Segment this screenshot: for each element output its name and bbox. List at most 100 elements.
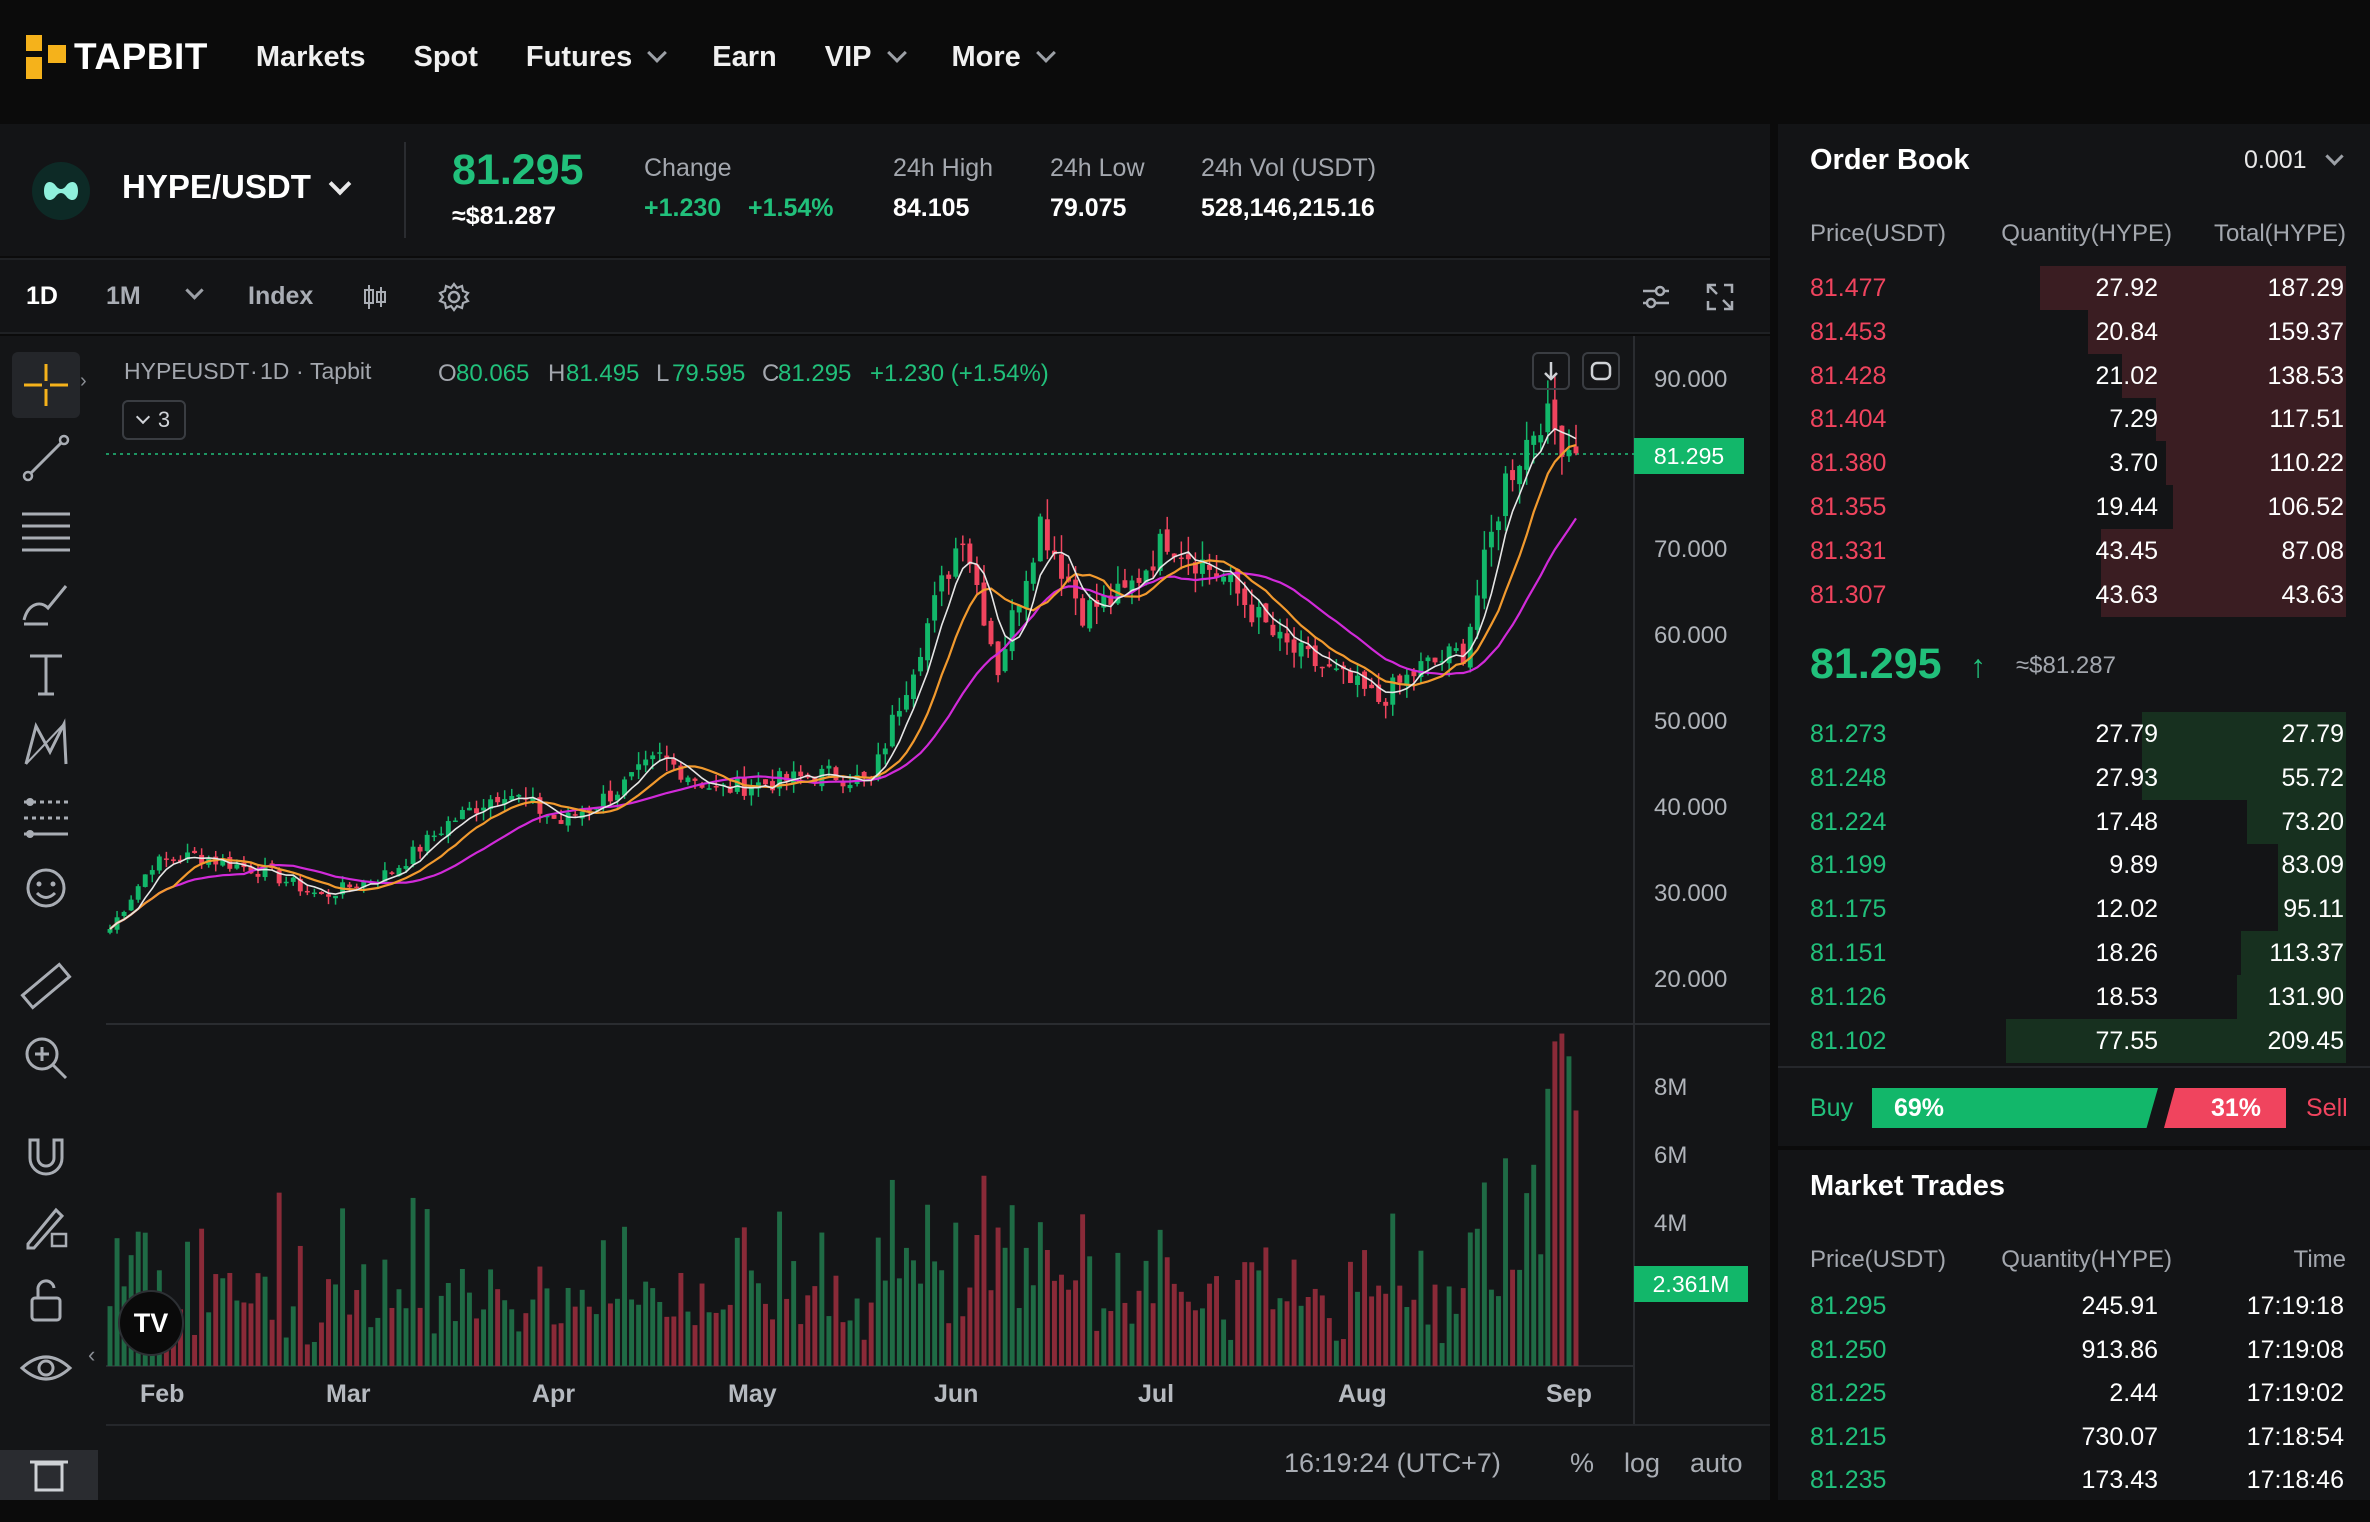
trade-row: 81.225 2.44 17:19:02	[1778, 1379, 2370, 1423]
volume-bar	[326, 1279, 331, 1366]
trade-price: 81.225	[1810, 1379, 1887, 1407]
bid-row[interactable]: 81.126 18.53 131.90	[1778, 974, 2370, 1019]
nav-markets[interactable]: Markets	[255, 40, 366, 73]
crosshair-tool-active[interactable]	[12, 352, 80, 418]
precision-select[interactable]: 0.001	[2244, 146, 2307, 174]
ask-total: 159.37	[2267, 317, 2344, 346]
trash-tool[interactable]	[0, 1450, 98, 1500]
ask-row[interactable]: 81.355 19.44 106.52	[1778, 485, 2370, 529]
bid-quantity: 18.26	[2095, 939, 2158, 967]
volume-bar	[1545, 1088, 1551, 1366]
volume-bar	[227, 1272, 233, 1366]
volume-bar	[685, 1311, 691, 1366]
ruler-icon[interactable]	[18, 958, 74, 1014]
volume-bar	[847, 1320, 853, 1366]
arrow-up-icon: ↑	[1970, 648, 1986, 684]
nav-futures[interactable]: Futures	[526, 41, 668, 74]
bid-row[interactable]: 81.151 18.26 113.37	[1778, 931, 2370, 975]
log-scale-button[interactable]: log	[1624, 1448, 1661, 1478]
candle	[1305, 636, 1311, 658]
tradingview-logo-icon[interactable]: TV	[118, 1290, 184, 1356]
candle	[163, 851, 169, 868]
pair-selector[interactable]: HYPE/USDT	[122, 168, 311, 205]
interval-1d[interactable]: 1D	[26, 282, 58, 310]
ask-row[interactable]: 81.404 7.29 117.51	[1778, 397, 2370, 442]
ask-row[interactable]: 81.307 43.63 43.63	[1778, 572, 2370, 617]
volume-bar	[1073, 1280, 1079, 1366]
auto-scale-button[interactable]: auto	[1690, 1448, 1743, 1478]
volume-bar	[840, 1322, 846, 1366]
bid-row[interactable]: 81.273 27.79 27.79	[1778, 712, 2370, 756]
sliders-icon[interactable]	[1640, 282, 1672, 312]
nav-more[interactable]: More	[952, 41, 1056, 74]
download-button[interactable]	[1532, 352, 1570, 390]
index-button[interactable]: Index	[248, 282, 314, 310]
lock-drawing-icon[interactable]	[18, 1200, 74, 1256]
unlock-icon[interactable]	[18, 1272, 74, 1328]
nav-vip[interactable]: VIP	[825, 41, 907, 74]
volume-bar	[544, 1288, 550, 1366]
ask-row[interactable]: 81.331 43.45 87.08	[1778, 528, 2370, 573]
candle	[918, 647, 923, 676]
candlestick-chart[interactable]	[0, 336, 1770, 1500]
bid-row[interactable]: 81.199 9.89 83.09	[1778, 843, 2370, 888]
bid-row[interactable]: 81.102 77.55 209.45	[1778, 1018, 2370, 1063]
change-abs: +1.230	[644, 194, 722, 222]
reset-view-button[interactable]	[1582, 352, 1620, 390]
bid-quantity: 17.48	[2095, 807, 2158, 836]
bid-row[interactable]: 81.224 17.48 73.20	[1778, 799, 2370, 844]
change-pct: +1.54%	[748, 194, 834, 222]
zoom-in-icon[interactable]	[18, 1030, 74, 1086]
ask-row[interactable]: 81.380 3.70 110.22	[1778, 441, 2370, 486]
trade-time: 17:18:46	[2246, 1466, 2344, 1494]
volume-bar	[1460, 1288, 1466, 1366]
volume-bar	[213, 1274, 219, 1366]
fullscreen-icon[interactable]	[1704, 281, 1736, 313]
emoji-icon[interactable]	[18, 860, 74, 916]
volume-bar	[1192, 1310, 1198, 1366]
candle	[1087, 593, 1093, 632]
candle	[107, 924, 113, 935]
ask-row[interactable]: 81.453 20.84 159.37	[1778, 309, 2370, 354]
text-tool-icon[interactable]	[18, 646, 74, 702]
volume-bar	[311, 1341, 317, 1366]
price-tick: 70.000	[1654, 536, 1728, 563]
bid-row[interactable]: 81.175 12.02 95.11	[1778, 887, 2370, 932]
expand-tool-arrow[interactable]: ›	[80, 370, 87, 392]
collapse-toolbar-arrow[interactable]: ‹	[88, 1342, 96, 1367]
gear-icon[interactable]	[438, 281, 470, 313]
volume-bar	[1481, 1182, 1487, 1366]
depth-bar	[2142, 755, 2346, 800]
candle	[1488, 514, 1494, 567]
forecast-tool-icon[interactable]	[18, 788, 74, 844]
legend-dot: ·	[296, 358, 304, 384]
ask-quantity: 27.92	[2095, 274, 2158, 302]
bid-price: 81.175	[1810, 895, 1887, 924]
volume-bar	[1390, 1213, 1396, 1366]
eye-icon[interactable]	[18, 1340, 74, 1396]
fib-lines-icon[interactable]	[18, 502, 74, 558]
change-label: Change	[644, 154, 732, 182]
interval-menu[interactable]: 1M	[106, 282, 141, 310]
pattern-tool-icon[interactable]	[18, 716, 74, 772]
ohlc-l-label: L	[656, 360, 670, 387]
ask-quantity: 7.29	[2109, 405, 2158, 434]
tapbit-logo[interactable]: TAPBIT	[26, 35, 208, 79]
brush-icon[interactable]	[18, 574, 74, 630]
ask-row[interactable]: 81.477 27.92 187.29	[1778, 266, 2370, 310]
volume-bar	[1411, 1299, 1417, 1366]
candle	[1150, 550, 1156, 578]
indicator-toggle[interactable]: 3	[122, 400, 186, 440]
nav-earn[interactable]: Earn	[712, 40, 777, 73]
trade-price: 81.250	[1810, 1335, 1887, 1364]
trend-line-icon[interactable]	[18, 430, 74, 486]
volume-bar	[706, 1312, 712, 1366]
percent-scale-button[interactable]: %	[1570, 1448, 1595, 1478]
nav-spot[interactable]: Spot	[413, 40, 478, 73]
candle-type-icon[interactable]	[360, 282, 390, 312]
last-price: 81.295	[452, 146, 584, 194]
ask-row[interactable]: 81.428 21.02 138.53	[1778, 353, 2370, 398]
magnet-icon[interactable]	[18, 1128, 74, 1184]
bid-row[interactable]: 81.248 27.93 55.72	[1778, 755, 2370, 800]
ask-total: 110.22	[2269, 449, 2344, 478]
